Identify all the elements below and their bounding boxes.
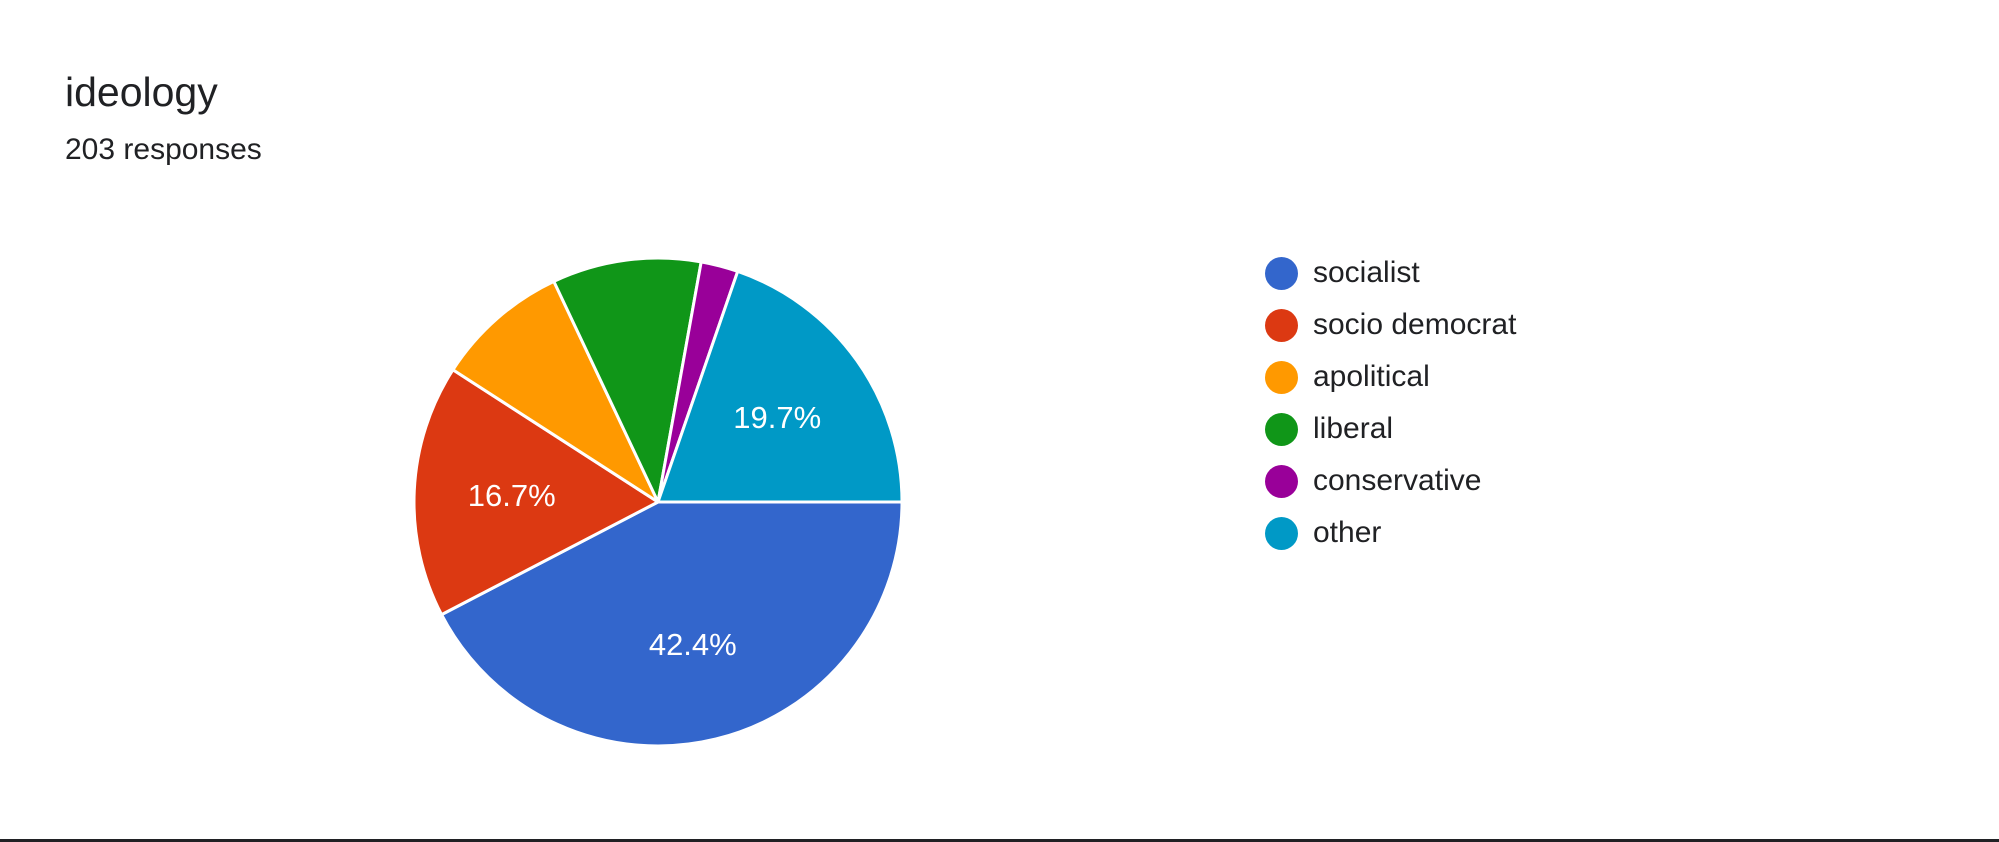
legend-dot-icon: [1265, 360, 1298, 394]
legend-dot-icon: [1265, 516, 1298, 550]
legend-label: other: [1313, 516, 1382, 549]
chart-title: ideology: [65, 69, 218, 115]
legend-dot-icon: [1265, 256, 1298, 290]
legend-label: liberal: [1313, 412, 1394, 445]
chart-legend: socialist socio democrat apolitical libe…: [1265, 247, 1516, 559]
pie-slices: [412, 256, 904, 748]
pie-slice-socio-democrat[interactable]: [412, 368, 660, 617]
legend-item-socio-democrat[interactable]: socio democrat: [1265, 299, 1516, 351]
legend-label: conservative: [1313, 464, 1482, 497]
legend-label: socio democrat: [1313, 308, 1517, 341]
legend-item-apolitical[interactable]: apolitical: [1265, 351, 1516, 403]
pie-slice-labels: 42.4% 16.7% 19.7%: [468, 400, 821, 662]
legend-item-liberal[interactable]: liberal: [1265, 403, 1516, 455]
pie-slice-liberal[interactable]: [552, 256, 703, 504]
legend-label: apolitical: [1313, 360, 1430, 393]
legend-dot-icon: [1265, 464, 1298, 498]
pie-slice-other[interactable]: [656, 269, 904, 504]
slice-percent-label: 42.4%: [649, 627, 737, 662]
legend-item-socialist[interactable]: socialist: [1265, 247, 1516, 299]
response-count: 203 responses: [65, 133, 262, 166]
legend-item-other[interactable]: other: [1265, 507, 1516, 559]
legend-item-conservative[interactable]: conservative: [1265, 455, 1516, 507]
pie-slice-apolitical[interactable]: [451, 279, 660, 504]
slice-percent-label: 19.7%: [733, 400, 821, 435]
slice-percent-label: 16.7%: [468, 478, 556, 513]
legend-dot-icon: [1265, 412, 1298, 446]
pie-slice-socialist[interactable]: [440, 500, 904, 748]
legend-label: socialist: [1313, 256, 1420, 289]
bottom-divider: [0, 839, 1999, 842]
legend-dot-icon: [1265, 308, 1298, 342]
